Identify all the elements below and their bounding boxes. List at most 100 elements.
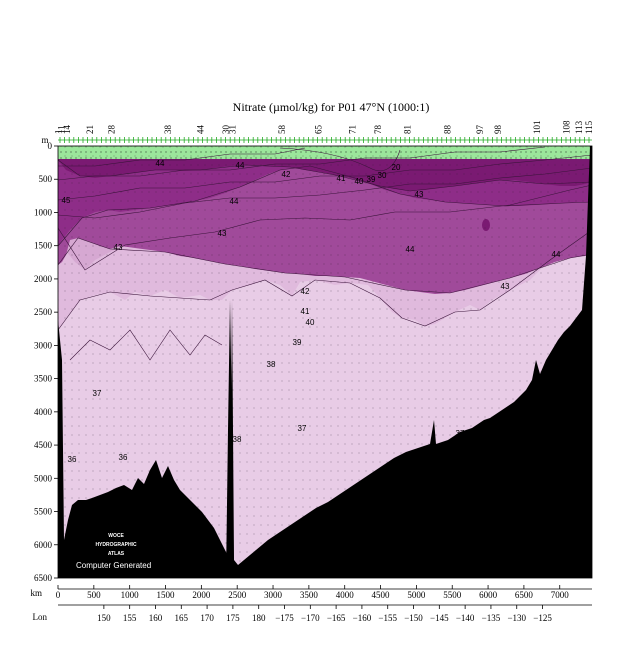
contour-label: 38: [267, 360, 276, 369]
contour-label: 45: [62, 196, 71, 205]
longitude-tick-label: −165: [327, 613, 346, 623]
distance-tick-label: 1500: [157, 590, 176, 600]
contour-43b: [58, 237, 592, 294]
contour-label: 37: [456, 429, 465, 438]
contour-38: [58, 184, 592, 271]
depth-tick-label: 1500: [34, 241, 53, 251]
longitude-tick-label: 150: [97, 613, 111, 623]
depth-tick-label: 6000: [34, 540, 53, 550]
contour-label: 43: [501, 282, 510, 291]
contour-label: 38: [233, 435, 242, 444]
longitude-tick-label: 165: [175, 613, 189, 623]
distance-tick-label: 2000: [192, 590, 211, 600]
contour-label: 42: [301, 287, 310, 296]
contour-label: 39: [367, 175, 376, 184]
longitude-tick-label: −155: [378, 613, 397, 623]
station-label: 30: [221, 125, 231, 135]
contour-label: 44: [406, 245, 415, 254]
distance-tick-label: 3000: [264, 590, 283, 600]
station-label: 38: [163, 125, 173, 135]
contour-40: [58, 154, 592, 201]
station-label: 1: [53, 130, 63, 135]
longitude-tick-label: 170: [200, 613, 214, 623]
station-label: 88: [443, 125, 453, 135]
contour-label: 40: [355, 177, 364, 186]
distance-unit-label: km: [30, 588, 42, 598]
longitude-tick-label: −175: [275, 613, 294, 623]
contour-near-surface: [279, 147, 401, 172]
station-label: 101: [532, 121, 542, 135]
longitude-tick-label: −135: [482, 613, 501, 623]
station-label: 14: [62, 125, 72, 135]
contour-label: 36: [68, 455, 77, 464]
distance-tick-label: 500: [87, 590, 101, 600]
plot-frame: [57, 145, 593, 579]
longitude-tick-label: 175: [226, 613, 240, 623]
depth-tick-label: 1000: [34, 207, 53, 217]
distance-tick-label: 2500: [228, 590, 247, 600]
contour-label: 37: [298, 424, 307, 433]
distance-tick-label: 3500: [300, 590, 319, 600]
station-label: 78: [373, 125, 383, 135]
distance-tick-label: 5500: [443, 590, 462, 600]
station-label: 81: [403, 125, 413, 134]
longitude-tick-label: −140: [456, 613, 475, 623]
contour-label: 40: [306, 318, 315, 327]
station-label: 115: [584, 120, 594, 134]
longitude-axis-label: Lon: [33, 612, 48, 622]
distance-axis: km 0 500 1000 1500 2000 2500 3000 3500 4000 4500 5…: [30, 585, 592, 600]
station-label: 108: [562, 120, 572, 134]
depth-tick-label: 3500: [34, 374, 53, 384]
longitude-tick-label: −170: [301, 613, 320, 623]
contour-label: 38: [557, 376, 566, 385]
station-label: 65: [314, 125, 324, 135]
distance-tick-label: 0: [56, 590, 61, 600]
station-label: 97: [475, 125, 485, 135]
longitude-tick-label: 155: [123, 613, 137, 623]
contour-44: [58, 159, 592, 192]
longitude-tick-label: 160: [149, 613, 163, 623]
station-label: 31: [228, 125, 238, 134]
contour-42: [58, 147, 306, 167]
depth-tick-label: 2000: [34, 274, 53, 284]
contour-39: [58, 167, 592, 219]
distance-tick-label: 4500: [372, 590, 391, 600]
distance-tick-label: 7000: [551, 590, 570, 600]
contour-37: [58, 229, 592, 331]
watermark-woce: WOCE: [108, 533, 124, 539]
depth-tick-label: 6500: [34, 573, 53, 583]
distance-tick-label: 6000: [479, 590, 498, 600]
computer-generated-credit: Computer Generated: [76, 561, 151, 570]
contour-43: [58, 165, 592, 247]
contour-41: [58, 146, 546, 181]
depth-tick-label: 0: [48, 141, 53, 151]
distance-tick-label: 6500: [515, 590, 534, 600]
depth-tick-label: 500: [39, 174, 53, 184]
depth-axis: m 0 500 1000 1500 2000 2500 3000 3500 4000 4500 50…: [34, 135, 58, 583]
depth-unit-label: m: [41, 135, 48, 145]
depth-tick-label: 5500: [34, 507, 53, 517]
seamount-spike: [226, 300, 234, 578]
station-label: 58: [277, 125, 287, 135]
station-label: 11: [56, 125, 66, 134]
watermark-atlas: ATLAS: [108, 551, 125, 557]
longitude-tick-label: −150: [404, 613, 423, 623]
plot-area: WOCE HYDROGRAPHIC ATLAS Computer Generat…: [58, 146, 592, 578]
contour-label: 39: [293, 338, 302, 347]
depth-tick-label: 5000: [34, 473, 53, 483]
distance-tick-label: 4000: [336, 590, 355, 600]
contour-36: [69, 329, 223, 361]
longitude-axis: Lon 150 155 160 165 170 175 180 −175 −170 −165 −16…: [33, 604, 592, 623]
longitude-tick-label: −145: [430, 613, 449, 623]
contour-label: 44: [156, 159, 165, 168]
chart-title: Nitrate (µmol/kg) for P01 47°N (1000:1): [233, 100, 430, 114]
depth-tick-label: 4500: [34, 440, 53, 450]
contour-label: 41: [301, 307, 310, 316]
station-label: 98: [493, 125, 503, 135]
depth-tick-label: 3000: [34, 340, 53, 350]
station-label: 71: [347, 125, 357, 134]
contour-label: 41: [337, 174, 346, 183]
watermark-hydrographic: HYDROGRAPHIC: [95, 542, 137, 548]
